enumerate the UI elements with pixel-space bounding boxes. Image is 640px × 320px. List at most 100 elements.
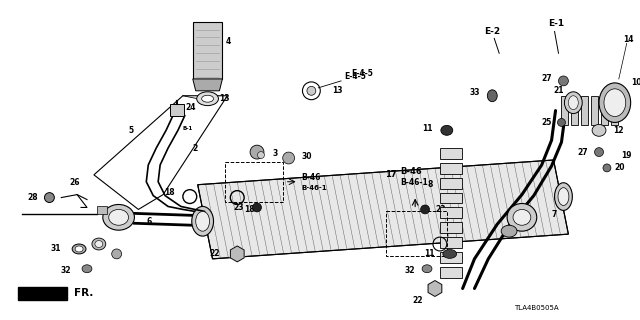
Text: B-46: B-46 bbox=[301, 173, 321, 182]
Bar bbox=[385, 212, 447, 256]
Text: 22: 22 bbox=[413, 296, 423, 305]
Text: 20: 20 bbox=[615, 164, 625, 172]
Bar bbox=[440, 237, 461, 248]
Ellipse shape bbox=[443, 250, 457, 258]
Text: 23: 23 bbox=[234, 203, 244, 212]
Text: 26: 26 bbox=[69, 178, 80, 187]
Bar bbox=[440, 148, 461, 159]
Text: 11: 11 bbox=[424, 249, 435, 259]
Ellipse shape bbox=[250, 145, 264, 159]
Bar bbox=[440, 222, 461, 233]
Ellipse shape bbox=[592, 124, 606, 136]
Ellipse shape bbox=[253, 203, 262, 212]
Ellipse shape bbox=[112, 249, 122, 259]
Text: B-46-1: B-46-1 bbox=[401, 178, 428, 187]
Ellipse shape bbox=[92, 238, 106, 250]
Bar bbox=[440, 193, 461, 204]
Ellipse shape bbox=[599, 83, 630, 123]
Text: 32: 32 bbox=[61, 266, 71, 275]
Text: 3: 3 bbox=[273, 148, 278, 157]
Text: 4: 4 bbox=[225, 37, 230, 46]
Ellipse shape bbox=[487, 90, 497, 102]
Bar bbox=[440, 178, 461, 189]
Ellipse shape bbox=[513, 209, 531, 225]
Ellipse shape bbox=[557, 118, 565, 126]
Text: 24: 24 bbox=[186, 103, 196, 112]
Bar bbox=[561, 96, 568, 125]
Text: E-4-5: E-4-5 bbox=[344, 72, 366, 82]
Ellipse shape bbox=[307, 86, 316, 95]
Ellipse shape bbox=[604, 89, 626, 116]
Text: 17: 17 bbox=[385, 170, 397, 179]
Text: B-1: B-1 bbox=[183, 126, 193, 131]
Ellipse shape bbox=[558, 188, 569, 205]
Ellipse shape bbox=[283, 152, 294, 164]
Ellipse shape bbox=[192, 206, 214, 236]
Ellipse shape bbox=[603, 164, 611, 172]
Ellipse shape bbox=[441, 125, 452, 135]
Bar bbox=[440, 267, 461, 278]
Text: 30: 30 bbox=[301, 152, 312, 161]
Bar bbox=[591, 96, 598, 125]
Text: 11: 11 bbox=[422, 124, 433, 133]
Ellipse shape bbox=[257, 152, 264, 158]
Ellipse shape bbox=[568, 96, 579, 109]
Polygon shape bbox=[198, 160, 568, 259]
Text: E-4-5: E-4-5 bbox=[351, 68, 372, 77]
Ellipse shape bbox=[196, 212, 209, 231]
Bar bbox=[440, 207, 461, 218]
Ellipse shape bbox=[554, 183, 572, 211]
Ellipse shape bbox=[564, 92, 582, 114]
Ellipse shape bbox=[103, 204, 134, 230]
Ellipse shape bbox=[75, 246, 83, 252]
Ellipse shape bbox=[95, 241, 103, 247]
Text: 19: 19 bbox=[621, 150, 631, 160]
Bar bbox=[572, 96, 579, 125]
Bar bbox=[440, 163, 461, 174]
Text: 9: 9 bbox=[565, 195, 571, 204]
Text: 21: 21 bbox=[553, 86, 563, 95]
Text: 31: 31 bbox=[51, 244, 61, 253]
Ellipse shape bbox=[595, 148, 604, 156]
Text: B-46-1: B-46-1 bbox=[301, 185, 327, 191]
Bar bbox=[581, 96, 588, 125]
Text: 8: 8 bbox=[428, 180, 433, 189]
Ellipse shape bbox=[422, 265, 432, 273]
Text: 13: 13 bbox=[220, 94, 230, 103]
Bar bbox=[601, 96, 608, 125]
Text: 25: 25 bbox=[541, 118, 552, 127]
Ellipse shape bbox=[559, 76, 568, 86]
Polygon shape bbox=[18, 286, 67, 300]
Text: 32: 32 bbox=[404, 266, 415, 275]
Text: 27: 27 bbox=[541, 75, 552, 84]
Text: TLA4B0505A: TLA4B0505A bbox=[514, 305, 559, 311]
Text: FR.: FR. bbox=[74, 288, 93, 299]
Bar bbox=[440, 252, 461, 263]
Ellipse shape bbox=[196, 92, 218, 106]
Text: 22: 22 bbox=[209, 249, 220, 259]
Bar bbox=[193, 22, 223, 79]
Text: 23: 23 bbox=[435, 205, 445, 214]
Ellipse shape bbox=[202, 95, 214, 102]
Text: 33: 33 bbox=[470, 88, 481, 97]
Text: 18: 18 bbox=[164, 188, 175, 197]
Bar bbox=[611, 96, 618, 125]
Ellipse shape bbox=[507, 204, 537, 231]
Text: 28: 28 bbox=[27, 193, 38, 202]
Text: 14: 14 bbox=[623, 35, 633, 44]
Text: B-46: B-46 bbox=[401, 167, 422, 176]
Polygon shape bbox=[193, 79, 223, 91]
Ellipse shape bbox=[82, 265, 92, 273]
Text: 5: 5 bbox=[129, 126, 134, 135]
Text: 6: 6 bbox=[147, 217, 152, 226]
Ellipse shape bbox=[501, 225, 517, 237]
Bar bbox=[97, 206, 107, 214]
Bar bbox=[225, 162, 283, 202]
Text: 27: 27 bbox=[577, 148, 588, 156]
Text: 7: 7 bbox=[552, 210, 557, 219]
Text: 18: 18 bbox=[244, 205, 255, 214]
Text: 12: 12 bbox=[613, 126, 623, 135]
Ellipse shape bbox=[45, 193, 54, 203]
Text: 18: 18 bbox=[447, 252, 458, 261]
Ellipse shape bbox=[72, 244, 86, 254]
